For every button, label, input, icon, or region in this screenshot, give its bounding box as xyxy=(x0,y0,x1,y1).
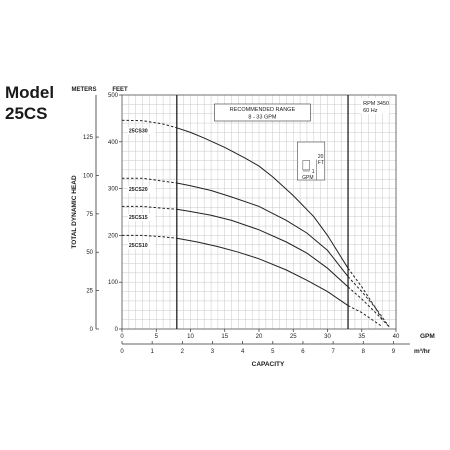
gpm-tick-label: 35 xyxy=(358,334,365,340)
feet-tick-label: 400 xyxy=(108,140,119,146)
meters-tick-label: 0 xyxy=(90,327,94,333)
scale-vertical-value: 20 xyxy=(318,154,324,160)
curve-dashed-end xyxy=(347,305,383,328)
model-name: 25CS xyxy=(5,104,48,123)
curve-label-background xyxy=(127,127,155,135)
curve-label-background xyxy=(127,185,155,193)
m3hr-tick-label: 7 xyxy=(331,349,335,355)
curve-label: 25CS15 xyxy=(129,215,148,221)
meters-tick-label: 75 xyxy=(86,212,93,218)
curve-label: 25CS20 xyxy=(129,187,148,193)
meters-tick-label: 100 xyxy=(83,173,94,179)
pump-curves: 25CS30 25CS20 25CS15 25CS10 xyxy=(121,119,390,328)
model-title: Model xyxy=(5,83,55,102)
meters-axis-title: METERS xyxy=(71,87,96,93)
pump-curve-25cs30: 25CS30 xyxy=(121,119,383,320)
feet-tick-label: 300 xyxy=(108,187,119,193)
curve-label-background xyxy=(127,214,155,222)
m3hr-tick-label: 9 xyxy=(392,349,396,355)
m3hr-tick-label: 1 xyxy=(150,349,154,355)
curve-dashed-end xyxy=(347,267,383,320)
recommended-range-title: RECOMMENDED RANGE xyxy=(230,107,296,113)
recommended-range-subtitle: 8 - 33 GPM xyxy=(248,115,277,121)
pump-curve-25cs10: 25CS10 xyxy=(122,234,383,328)
pump-curve-25cs20: 25CS20 xyxy=(122,177,390,327)
m3hr-tick-label: 0 xyxy=(120,349,124,355)
chart-axes: 01002003004005000255075100125FEETMETERST… xyxy=(71,87,435,368)
feet-tick-label: 500 xyxy=(108,93,119,99)
curve-dashed-start xyxy=(122,177,177,184)
gpm-axis-title: GPM xyxy=(420,333,435,340)
x-axis-title: CAPACITY xyxy=(252,361,285,368)
curve-solid xyxy=(176,182,349,277)
curve-dashed-start xyxy=(122,234,177,239)
rpm-note-background xyxy=(361,98,390,114)
recommended-range-box xyxy=(214,103,311,122)
gpm-tick-label: 25 xyxy=(290,334,297,340)
gpm-tick-label: 5 xyxy=(155,334,159,340)
chart-grid xyxy=(121,94,397,330)
gpm-tick-label: 40 xyxy=(393,334,400,340)
gpm-tick-label: 20 xyxy=(256,334,263,340)
feet-axis-title: FEET xyxy=(112,87,128,93)
rpm-note-line2: 60 Hz xyxy=(363,108,378,114)
curve-solid xyxy=(176,237,349,307)
curve-label: 25CS30 xyxy=(129,128,148,134)
curve-solid xyxy=(176,127,349,269)
scale-sample-cell xyxy=(302,160,310,171)
m3hr-tick-label: 4 xyxy=(241,349,245,355)
curve-solid xyxy=(176,208,349,288)
scale-horizontal-unit: GPM xyxy=(302,175,313,181)
gpm-tick-label: 15 xyxy=(221,334,228,340)
feet-tick-label: 0 xyxy=(115,327,119,333)
gpm-tick-label: 30 xyxy=(324,334,331,340)
scale-legend-box xyxy=(297,141,326,181)
pump-curve-25cs15: 25CS15 xyxy=(122,205,390,328)
meters-tick-label: 50 xyxy=(86,250,93,256)
m3hr-tick-label: 2 xyxy=(181,349,185,355)
scale-horizontal-value: 1 xyxy=(312,169,315,175)
meters-tick-label: 25 xyxy=(86,289,93,295)
gpm-tick-label: 10 xyxy=(187,334,194,340)
curve-label: 25CS10 xyxy=(129,243,148,249)
m3hr-tick-label: 5 xyxy=(271,349,275,355)
m3hr-tick-label: 8 xyxy=(362,349,366,355)
m3hr-tick-label: 3 xyxy=(211,349,215,355)
m3hr-tick-label: 6 xyxy=(301,349,305,355)
scale-vertical-unit: FT xyxy=(318,160,324,166)
curve-dashed-start xyxy=(121,119,177,129)
curve-dashed-end xyxy=(347,276,390,327)
curve-dashed-end xyxy=(347,286,390,328)
curve-dashed-start xyxy=(122,205,177,210)
feet-tick-label: 100 xyxy=(108,280,119,286)
meters-tick-label: 125 xyxy=(83,135,94,141)
m3hr-axis-title: m³/hr xyxy=(414,348,431,355)
curve-label-background xyxy=(127,242,155,250)
y-axis-title: TOTAL DYNAMIC HEAD xyxy=(71,175,78,249)
feet-tick-label: 200 xyxy=(108,233,119,239)
gpm-tick-label: 0 xyxy=(120,334,124,340)
rpm-note-line1: RPM 3450 xyxy=(363,101,389,107)
recommended-range xyxy=(176,95,349,329)
